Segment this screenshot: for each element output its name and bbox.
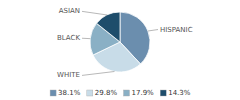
labels: HISPANIC WHITE BLACK ASIAN bbox=[57, 7, 193, 79]
slice-label: HISPANIC bbox=[160, 26, 193, 34]
legend: 38.1% 29.8% 17.9% 14.3% bbox=[50, 89, 191, 97]
slice-label: BLACK bbox=[57, 34, 80, 42]
legend-label: 14.3% bbox=[168, 89, 191, 97]
slice-label: WHITE bbox=[57, 71, 80, 79]
legend-label: 17.9% bbox=[132, 89, 155, 97]
slice bbox=[97, 12, 120, 42]
legend-swatch bbox=[87, 90, 93, 96]
chart: HISPANIC WHITE BLACK ASIAN 38.1% 29.8% 17.9% 14… bbox=[0, 0, 240, 100]
legend-label: 29.8% bbox=[95, 89, 118, 97]
legend-swatch bbox=[124, 90, 130, 96]
slice-label: ASIAN bbox=[59, 7, 80, 15]
leader-line bbox=[82, 11, 107, 15]
leader-line bbox=[82, 71, 114, 75]
legend-label: 38.1% bbox=[58, 89, 81, 97]
leader-line bbox=[82, 38, 90, 39]
legend-swatch bbox=[160, 90, 166, 96]
leader-line bbox=[148, 30, 158, 31]
legend-swatch bbox=[50, 90, 56, 96]
slices bbox=[90, 12, 150, 72]
